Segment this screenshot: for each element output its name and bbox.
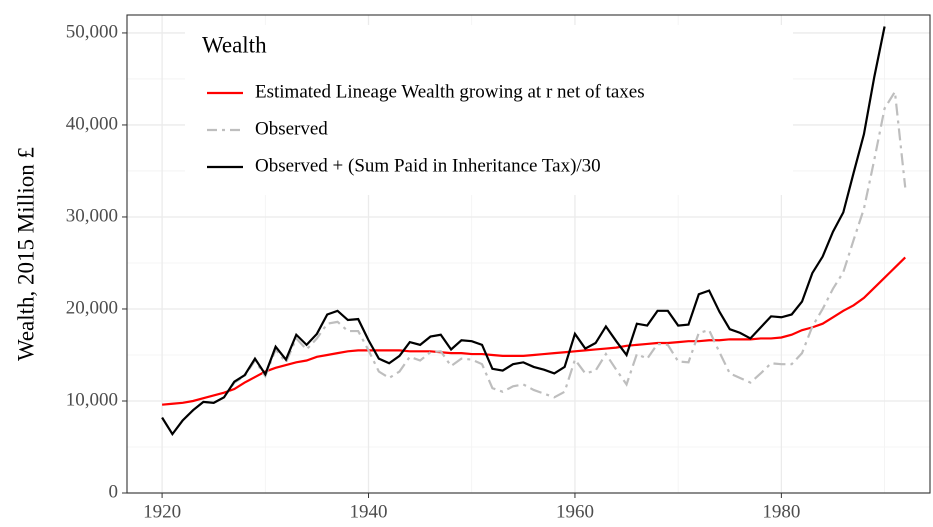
y-tick-label: 20,000 — [66, 297, 118, 318]
legend-title: Wealth — [202, 32, 267, 57]
data-line — [161, 88, 907, 437]
legend: Wealth Estimated Lineage Wealth growing a… — [185, 25, 793, 195]
y-tick-label: 0 — [109, 481, 119, 502]
y-tick-label: 40,000 — [66, 113, 118, 134]
legend-label: Observed — [255, 118, 328, 139]
y-tick-label: 50,000 — [66, 21, 118, 42]
y-tick-label: 10,000 — [66, 389, 118, 410]
legend-background — [185, 25, 793, 195]
y-tick-label: 30,000 — [66, 205, 118, 226]
x-tick-label: 1940 — [350, 501, 388, 522]
data-line — [161, 256, 907, 406]
x-tick-label: 1980 — [762, 501, 800, 522]
legend-label: Estimated Lineage Wealth growing at r ne… — [255, 81, 645, 102]
x-tick-label: 1960 — [556, 501, 594, 522]
x-tick-label: 1920 — [143, 501, 181, 522]
data-line — [161, 26, 886, 437]
legend-label: Observed + (Sum Paid in Inheritance Tax)… — [255, 155, 601, 176]
y-axis-label: Wealth, 2015 Million £ — [13, 147, 38, 361]
panel-border — [126, 14, 931, 494]
